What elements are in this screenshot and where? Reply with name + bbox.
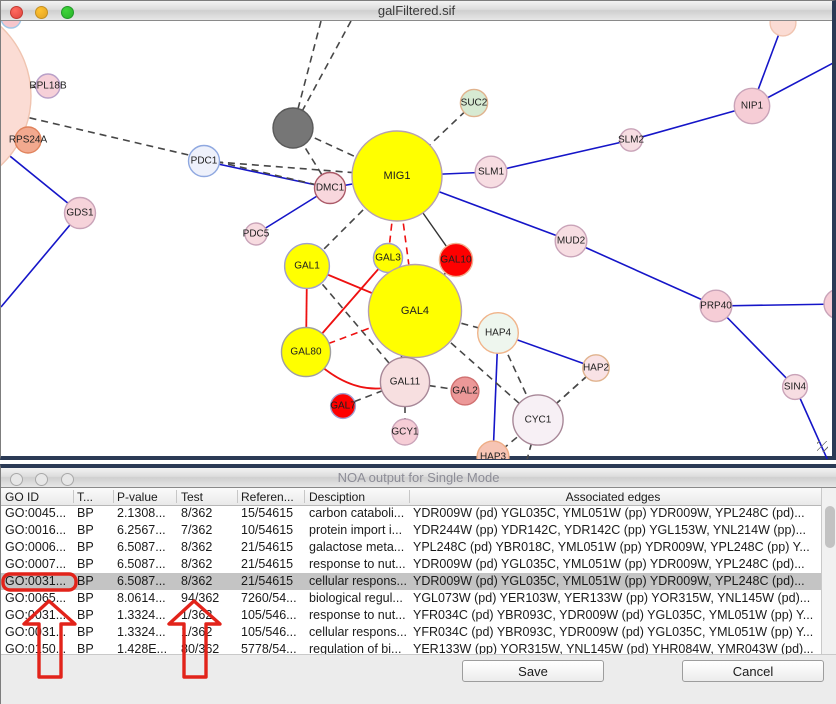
svg-text:PDC5: PDC5: [243, 229, 270, 240]
svg-text:HAP4: HAP4: [485, 328, 512, 339]
svg-text:GAL1: GAL1: [294, 261, 320, 272]
svg-text:RPL18B: RPL18B: [29, 81, 67, 92]
svg-text:MIG1: MIG1: [384, 170, 411, 182]
svg-text:HAP3: HAP3: [480, 452, 507, 460]
svg-text:GAL2: GAL2: [452, 386, 478, 397]
svg-text:GCY1: GCY1: [391, 427, 419, 438]
svg-text:PRP40: PRP40: [700, 301, 732, 312]
svg-text:SLM1: SLM1: [478, 167, 505, 178]
svg-text:SLM2: SLM2: [618, 135, 645, 146]
svg-text:SIN4: SIN4: [784, 382, 807, 393]
svg-text:GAL11: GAL11: [390, 377, 421, 388]
svg-text:HAP2: HAP2: [583, 363, 610, 374]
svg-text:GDS1: GDS1: [66, 208, 94, 219]
svg-text:GAL4: GAL4: [401, 305, 429, 317]
svg-text:CYC1: CYC1: [525, 415, 552, 426]
svg-text:MS: MS: [832, 299, 833, 310]
svg-text:PDC1: PDC1: [191, 156, 218, 167]
svg-text:MUD2: MUD2: [557, 236, 586, 247]
svg-text:GAL3: GAL3: [375, 253, 401, 264]
svg-text:GAL7: GAL7: [330, 401, 356, 412]
svg-text:SUC2: SUC2: [461, 98, 488, 109]
svg-text:DMC1: DMC1: [316, 183, 345, 194]
svg-text:NIP1: NIP1: [741, 101, 764, 112]
svg-text:RPS24A: RPS24A: [9, 135, 48, 146]
svg-text:GAL80: GAL80: [290, 347, 322, 358]
svg-text:GAL10: GAL10: [440, 255, 472, 266]
